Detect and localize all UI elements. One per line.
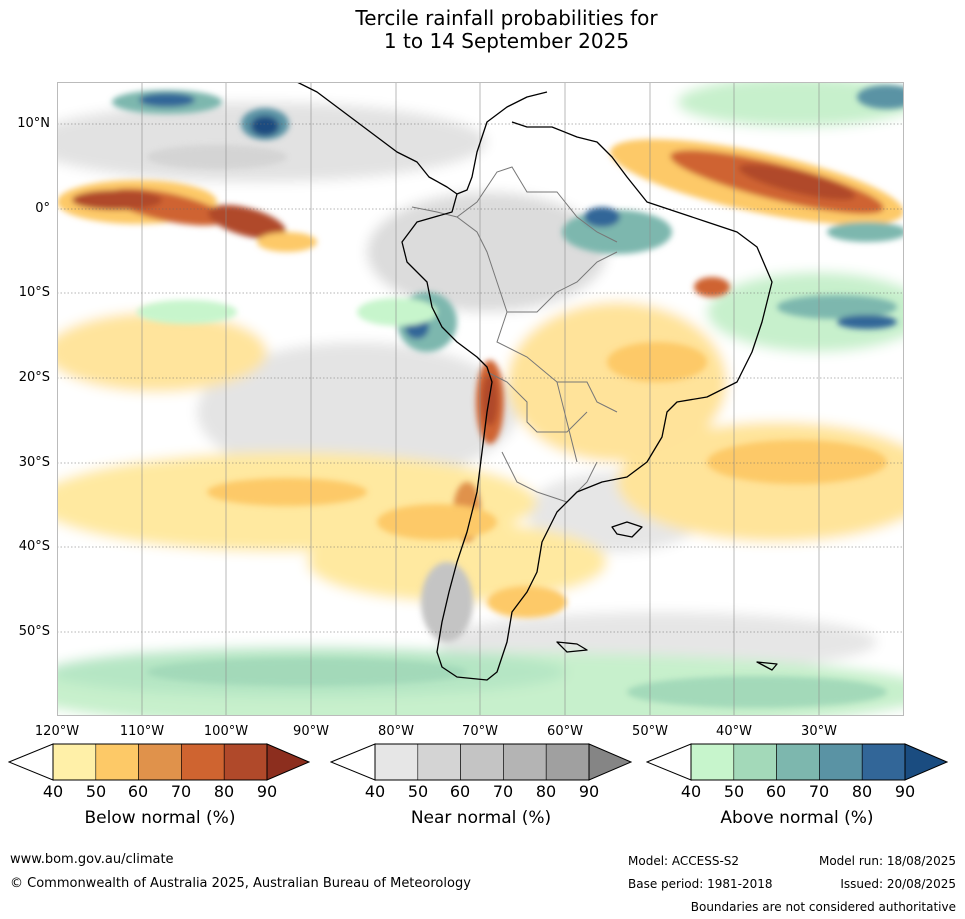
colorbar-above-tick-40: 40: [680, 782, 702, 801]
lon-label-30w: 30°W: [801, 724, 837, 739]
map-title-line2: 1 to 14 September 2025: [383, 29, 630, 53]
lat-label-40s: 40°S: [18, 539, 50, 554]
lon-label-80w: 80°W: [378, 724, 414, 739]
colorbar-below-tick-60: 60: [127, 782, 149, 801]
footer-base-period: Base period: 1981-2018: [628, 877, 773, 891]
colorbar-above-tick-90: 90: [894, 782, 916, 801]
colorbar-near-upper-arrow: [588, 743, 632, 781]
colorbar-below-cells: [52, 743, 310, 781]
colorbar-near-cell: [460, 743, 504, 781]
lat-label-50s: 50°S: [18, 624, 50, 639]
anomaly-layer: [57, 85, 904, 708]
colorbar-below-tick-70: 70: [170, 782, 192, 801]
meridians: [57, 82, 820, 716]
colorbar-near-cell: [545, 743, 590, 781]
colorbar-below-lower-arrow: [8, 743, 54, 781]
colorbar-above-cells: [690, 743, 948, 781]
colorbar-below-upper-arrow: [266, 743, 310, 781]
colorbar-above-cell: [861, 743, 906, 781]
country-borders: [411, 166, 618, 503]
colorbar-above-cell: [819, 743, 863, 781]
colorbar-below-tick-80: 80: [213, 782, 235, 801]
colorbar-below-tick-90: 90: [256, 782, 278, 801]
map-frame: [57, 82, 904, 716]
colorbar-above-title: Above normal (%): [720, 808, 874, 828]
colorbar-near-title: Near normal (%): [410, 808, 552, 828]
probability-map: [57, 82, 904, 716]
lat-label-0: 0°: [35, 201, 50, 216]
colorbar-below-cell: [138, 743, 182, 781]
map-canvas: [57, 82, 904, 716]
colorbar-near-tick-50: 50: [407, 782, 429, 801]
colorbar-near-cell: [503, 743, 547, 781]
lon-label-60w: 60°W: [547, 724, 583, 739]
lat-label-10s: 10°S: [18, 285, 50, 300]
footer-model-run: Model run: 18/08/2025: [818, 854, 956, 868]
colorbar-below-tick-50: 50: [85, 782, 107, 801]
lon-label-110w: 110°W: [119, 724, 165, 739]
colorbar-near-lower-arrow: [330, 743, 376, 781]
colorbar-near-cells: [374, 743, 632, 781]
lat-label-20s: 20°S: [18, 370, 50, 385]
colorbar-near-normal: [330, 743, 632, 781]
coastline: [296, 82, 778, 681]
colorbar-above-tick-70: 70: [808, 782, 830, 801]
colorbar-below-cell: [95, 743, 139, 781]
colorbar-below-tick-40: 40: [42, 782, 64, 801]
colorbar-below-title: Below normal (%): [84, 808, 236, 828]
colorbar-above-cell: [690, 743, 735, 781]
colorbar-near-tick-40: 40: [364, 782, 386, 801]
colorbar-below-cell: [181, 743, 225, 781]
colorbar-near-cell: [374, 743, 419, 781]
lat-label-30s: 30°S: [18, 455, 50, 470]
colorbar-below-cell: [52, 743, 97, 781]
colorbar-near-tick-80: 80: [535, 782, 557, 801]
colorbar-above-lower-arrow: [646, 743, 692, 781]
lon-label-120w: 120°W: [34, 724, 80, 739]
colorbar-below-normal: [8, 743, 310, 781]
colorbar-above-upper-arrow: [904, 743, 948, 781]
lon-label-90w: 90°W: [293, 724, 329, 739]
map-title-line1: Tercile rainfall probabilities for: [355, 6, 658, 30]
colorbar-near-tick-60: 60: [449, 782, 471, 801]
footer-url[interactable]: www.bom.gov.au/climate: [10, 852, 174, 867]
lat-label-10n: 10°N: [17, 116, 50, 131]
colorbar-above-normal: [646, 743, 948, 781]
colorbar-above-tick-50: 50: [723, 782, 745, 801]
footer-issued: Issued: 20/08/2025: [840, 877, 956, 891]
colorbar-above-cell: [776, 743, 820, 781]
colorbar-above-tick-80: 80: [851, 782, 873, 801]
colorbar-above-cell: [733, 743, 777, 781]
colorbar-below-cell: [223, 743, 268, 781]
lon-label-40w: 40°W: [716, 724, 752, 739]
colorbar-near-tick-90: 90: [578, 782, 600, 801]
lon-label-100w: 100°W: [203, 724, 249, 739]
footer-copyright: © Commonwealth of Australia 2025, Austra…: [10, 876, 471, 891]
lon-label-50w: 50°W: [632, 724, 668, 739]
lon-label-70w: 70°W: [462, 724, 498, 739]
footer-model: Model: ACCESS-S2: [628, 854, 740, 868]
colorbar-near-tick-70: 70: [492, 782, 514, 801]
colorbar-above-tick-60: 60: [765, 782, 787, 801]
colorbar-near-cell: [417, 743, 461, 781]
footer-disclaimer: Boundaries are not considered authoritat…: [690, 900, 956, 914]
